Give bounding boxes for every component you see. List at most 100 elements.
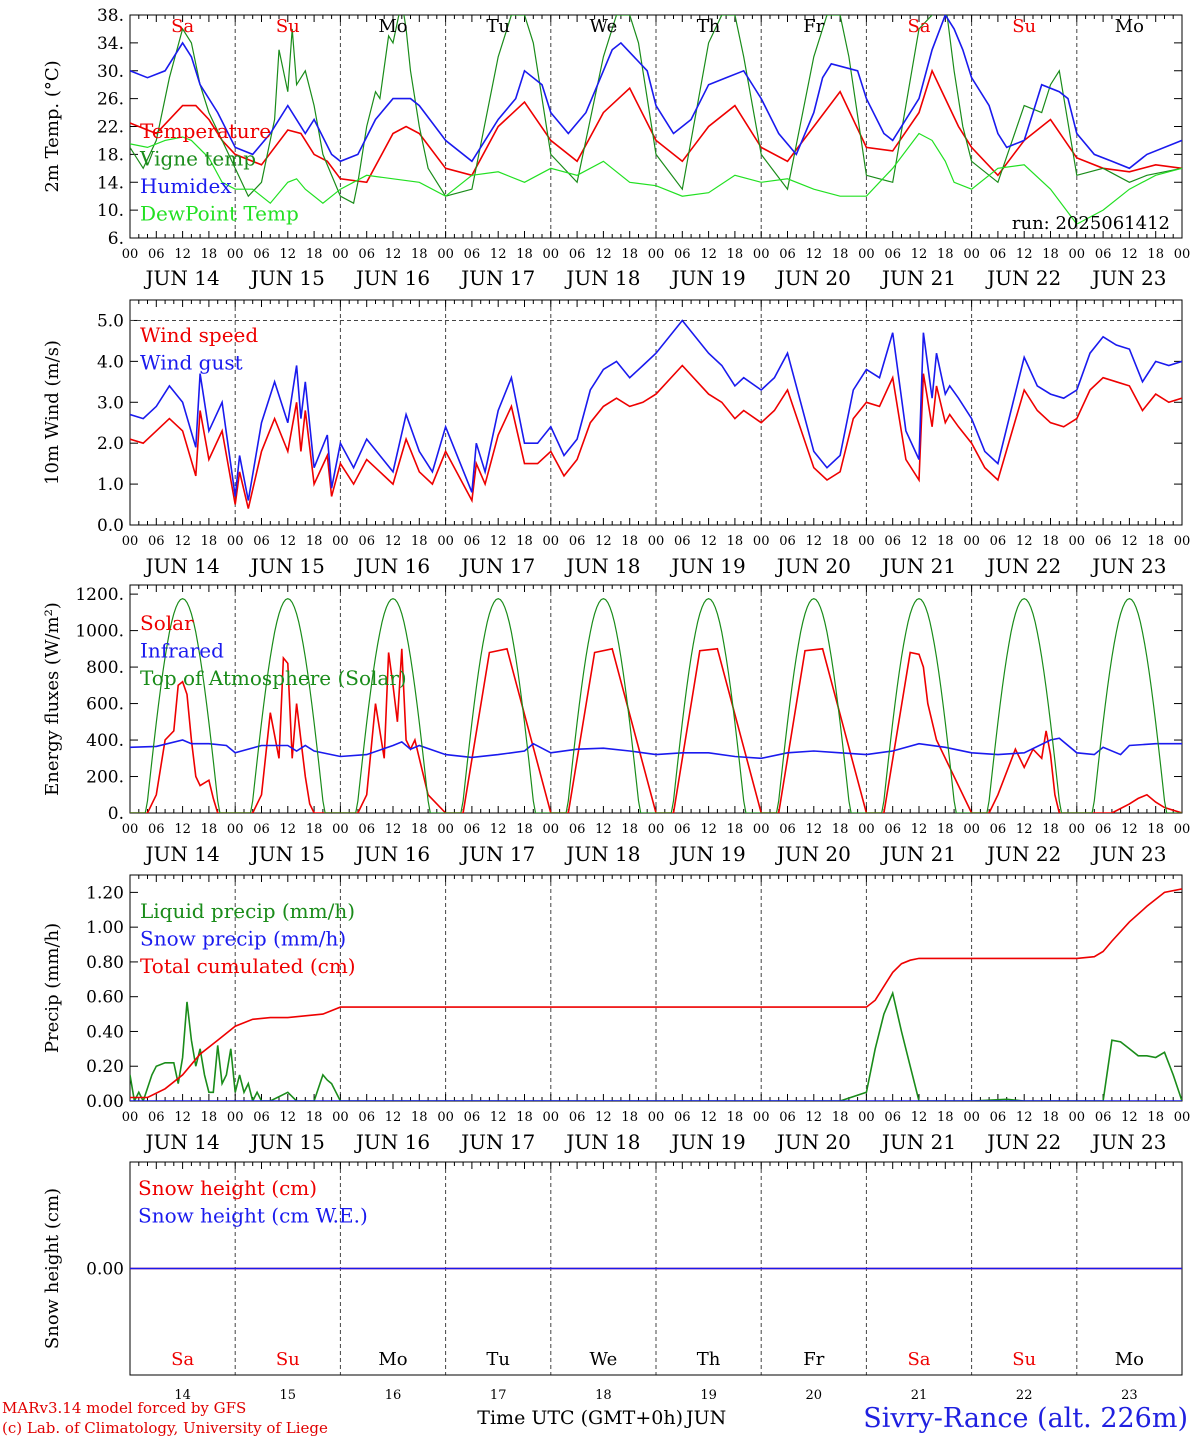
hour-tick-label: 12: [490, 534, 507, 549]
series-group: [130, 598, 1182, 813]
hour-tick-label: 00: [437, 247, 454, 262]
series-line-1: [130, 990, 1182, 1101]
hour-tick-label: 00: [1069, 247, 1086, 262]
hour-tick-label: 06: [1095, 534, 1112, 549]
hour-tick-label: 18: [621, 247, 638, 262]
date-label: JUN 16: [354, 1130, 430, 1154]
date-label: JUN 16: [354, 842, 430, 866]
hour-tick-label: 18: [1042, 247, 1059, 262]
hour-tick-label: 00: [858, 822, 875, 837]
hour-tick-label: 00: [543, 247, 560, 262]
hour-tick-label: 18: [621, 534, 638, 549]
date-label: JUN 14: [144, 842, 220, 866]
series-group: [130, 15, 1182, 225]
date-label: JUN 19: [670, 842, 746, 866]
hour-tick-label: 00: [1069, 534, 1086, 549]
hour-tick-label: 00: [437, 1110, 454, 1125]
hour-tick-label: 00: [437, 822, 454, 837]
hour-tick-label: 00: [858, 247, 875, 262]
date-label: JUN 17: [459, 266, 535, 290]
hour-tick-label: 06: [779, 247, 796, 262]
hour-tick-label: 18: [832, 1110, 849, 1125]
hour-tick-label: 18: [1042, 822, 1059, 837]
hour-tick-label: 12: [490, 1110, 507, 1125]
y-tick-label: 38.: [97, 6, 124, 26]
hour-tick-label: 06: [569, 822, 586, 837]
hour-tick-label: 12: [700, 1110, 717, 1125]
date-label: JUN 22: [985, 554, 1061, 578]
hour-tick-label: 06: [358, 534, 375, 549]
y-tick-label: 1200.: [75, 585, 124, 605]
y-tick-label: 0.20: [86, 1057, 124, 1077]
date-label: JUN 20: [775, 554, 851, 578]
hour-tick-label: 00: [543, 1110, 560, 1125]
y-tick-label: 1.00: [86, 918, 124, 938]
hour-tick-label: 12: [280, 247, 297, 262]
legend-entry: Vigne temp: [139, 147, 256, 171]
weekday-label: We: [590, 16, 618, 37]
day-number-label: 16: [385, 1388, 402, 1403]
hour-tick-label: 00: [753, 822, 770, 837]
date-label: JUN 20: [775, 266, 851, 290]
date-label: JUN 18: [564, 1130, 640, 1154]
series-line-3: [130, 598, 1182, 813]
hour-tick-label: 12: [700, 534, 717, 549]
weekday-label: Mo: [1115, 16, 1144, 37]
date-label: JUN 19: [670, 266, 746, 290]
hour-tick-label: 12: [385, 1110, 402, 1125]
time-ticks: [129, 1162, 1183, 1169]
date-label: JUN 16: [354, 554, 430, 578]
weekday-label: Su: [276, 1349, 300, 1370]
hour-tick-label: 18: [937, 247, 954, 262]
y-axis-label: 10m Wind (m/s): [42, 340, 63, 485]
weekday-label: Fr: [803, 1349, 824, 1370]
weekday-label: Th: [697, 16, 721, 37]
hour-tick-label: 18: [516, 822, 533, 837]
date-label: JUN 22: [985, 1130, 1061, 1154]
y-tick-label: 1.20: [86, 883, 124, 903]
hour-tick-label: 12: [911, 247, 928, 262]
y-tick-label: 22.: [97, 118, 124, 138]
weekday-label: Mo: [378, 1349, 407, 1370]
hour-tick-label: 00: [543, 822, 560, 837]
hour-tick-label: 00: [122, 534, 139, 549]
hour-tick-label: 00: [227, 1110, 244, 1125]
y-tick-label: 0.60: [86, 988, 124, 1008]
hour-tick-label: 18: [1147, 822, 1164, 837]
date-label: JUN 18: [564, 266, 640, 290]
hour-tick-label: 12: [490, 822, 507, 837]
hour-tick-label: 06: [253, 534, 270, 549]
hour-tick-label: 18: [937, 534, 954, 549]
date-label: JUN 15: [249, 266, 325, 290]
hour-tick-label: 12: [911, 822, 928, 837]
legend-entry: Temperature: [140, 119, 271, 143]
legend-entry: Snow height (cm): [138, 1176, 317, 1200]
hour-tick-label: 12: [280, 534, 297, 549]
hour-tick-label: 18: [1147, 1110, 1164, 1125]
hour-tick-label: 00: [122, 247, 139, 262]
lab-credit: (c) Lab. of Climatology, University of L…: [2, 1419, 328, 1437]
time-ticks: [129, 585, 1183, 813]
weekday-label: Mo: [378, 16, 407, 37]
hour-tick-label: 12: [490, 247, 507, 262]
legend-entry: Wind speed: [140, 323, 258, 347]
hour-tick-label: 00: [753, 247, 770, 262]
hour-tick-label: 12: [174, 1110, 191, 1125]
hour-tick-label: 00: [753, 1110, 770, 1125]
hour-tick-label: 12: [1016, 822, 1033, 837]
panel-1: 6. 10. 14. 18. 22. 26. 30. 34. 38. 2m Temp. (°C) T…: [42, 6, 1191, 290]
weekday-label: Mo: [1115, 1349, 1144, 1370]
y-tick-label: 6.: [108, 229, 124, 249]
hour-tick-label: 18: [1042, 1110, 1059, 1125]
hour-tick-label: 06: [990, 822, 1007, 837]
hour-tick-label: 06: [884, 1110, 901, 1125]
y-tick-label: 0.80: [86, 953, 124, 973]
series-line-3: [130, 15, 1182, 170]
hour-tick-label: 12: [280, 1110, 297, 1125]
hour-tick-label: 06: [569, 247, 586, 262]
hour-tick-label: 18: [201, 1110, 218, 1125]
hour-tick-label: 18: [1042, 534, 1059, 549]
hour-tick-label: 12: [1016, 1110, 1033, 1125]
series-group: [130, 319, 1182, 509]
hour-tick-label: 00: [1174, 247, 1191, 262]
